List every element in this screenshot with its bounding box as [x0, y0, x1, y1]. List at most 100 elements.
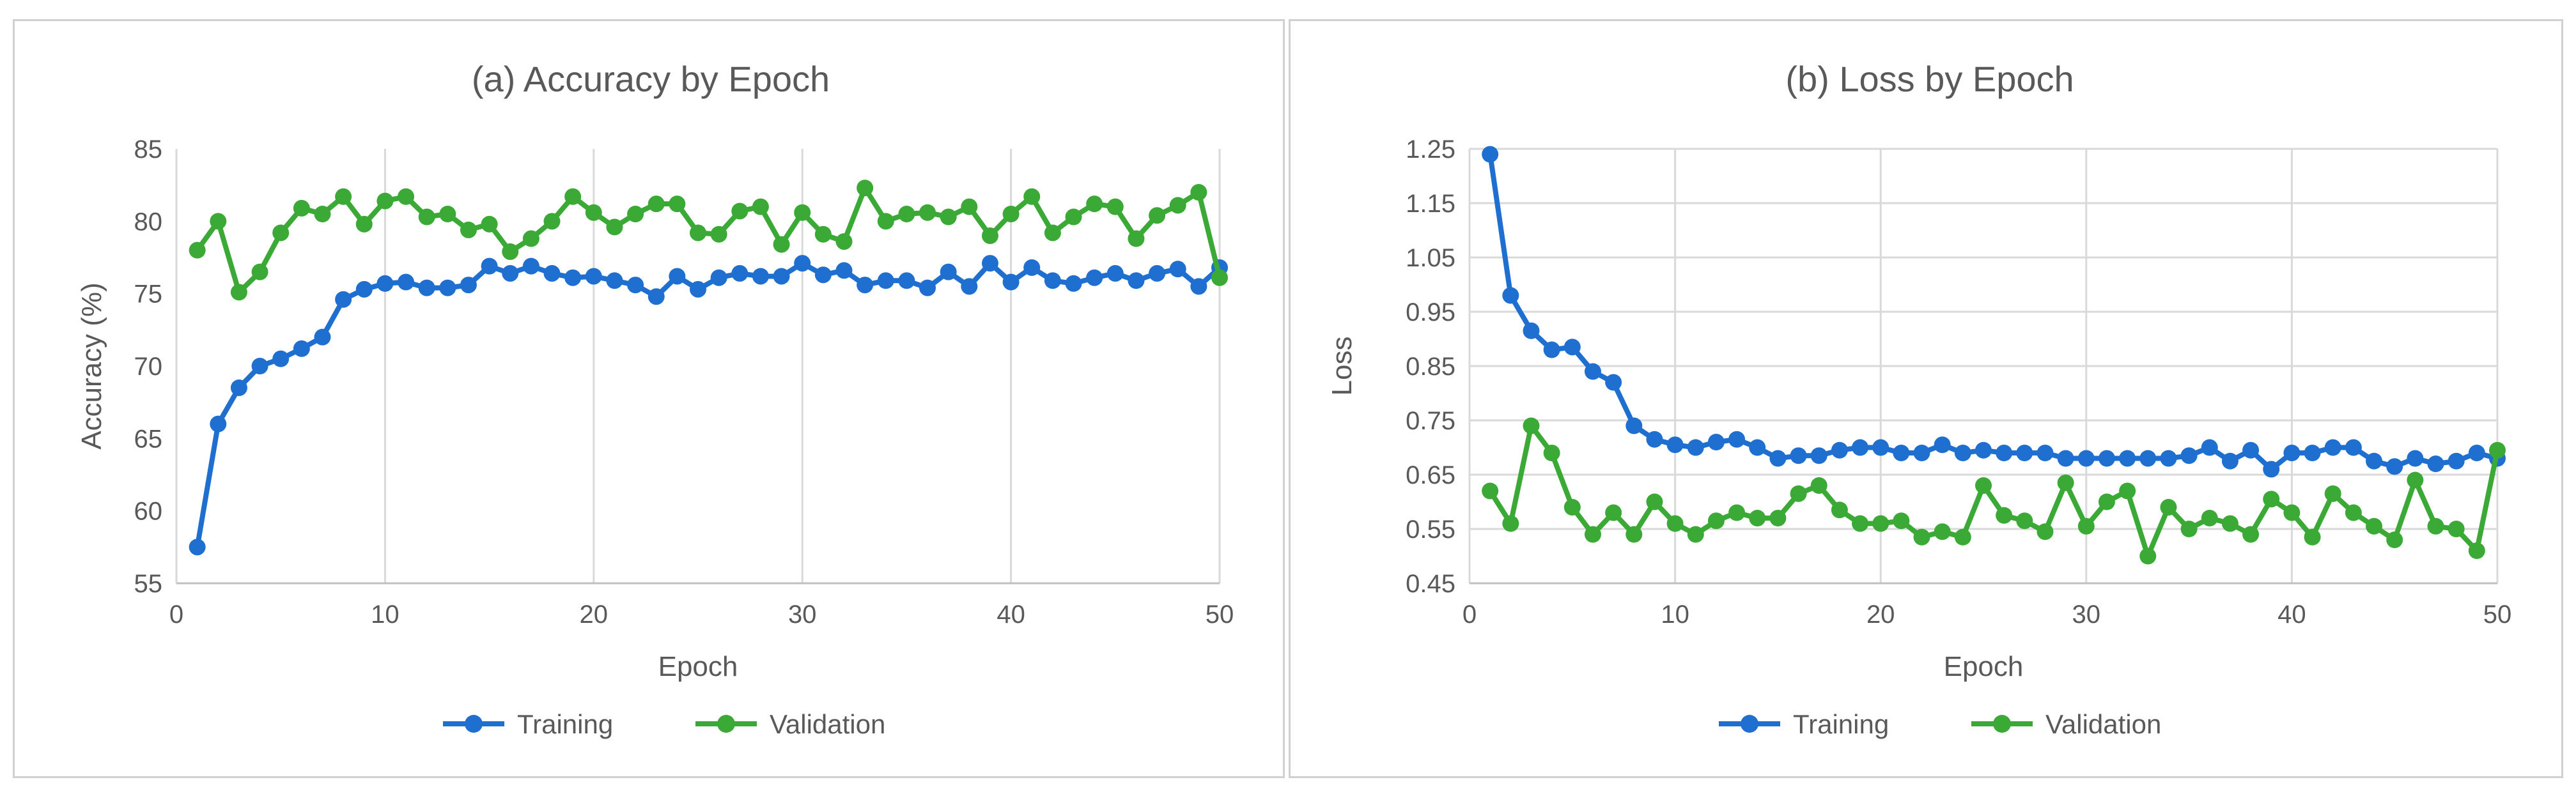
chart-title: (b) Loss by Epoch	[1785, 59, 2074, 99]
data-point-validation	[2489, 441, 2506, 459]
data-point-training	[1831, 441, 1848, 459]
data-point-validation	[1790, 485, 1807, 502]
data-point-training	[230, 379, 247, 396]
data-point-training	[606, 272, 623, 289]
x-tick-label: 10	[1661, 601, 1689, 629]
data-point-training	[690, 280, 706, 298]
data-point-validation	[981, 227, 998, 244]
data-point-validation	[1044, 224, 1061, 241]
data-point-validation	[1563, 499, 1581, 516]
data-point-validation	[857, 180, 874, 197]
data-point-training	[251, 358, 268, 374]
chart-title: (a) Accuracy by Epoch	[472, 59, 830, 99]
data-point-validation	[1934, 523, 1951, 540]
data-point-validation	[1584, 526, 1601, 543]
data-point-validation	[1543, 445, 1560, 461]
y-tick-label: 1.25	[1406, 135, 1455, 164]
data-point-validation	[1728, 504, 1746, 521]
accuracy-chart: (a) Accuracy by Epoch 55 60 65 70 75 80 85 0 10 20…	[76, 59, 1234, 739]
y-tick-label: 0.55	[1406, 516, 1455, 544]
data-point-training	[2221, 452, 2238, 470]
x-tick-label: 30	[2072, 601, 2101, 629]
data-point-training	[1149, 264, 1166, 282]
data-point-validation	[669, 195, 686, 213]
data-point-validation	[2324, 485, 2341, 502]
data-point-training	[398, 273, 415, 291]
data-point-validation	[710, 226, 727, 243]
x-tick-label: 50	[2483, 601, 2512, 629]
data-point-validation	[1149, 207, 1166, 224]
data-point-training	[752, 268, 769, 285]
data-point-validation	[522, 230, 539, 247]
y-axis-title: Loss	[1326, 337, 1358, 396]
data-point-training	[1626, 417, 1643, 434]
x-tick-label: 10	[371, 601, 400, 629]
data-point-training	[898, 272, 915, 289]
data-point-training	[1482, 146, 1499, 163]
data-point-training	[335, 291, 352, 308]
data-point-training	[376, 275, 394, 292]
data-point-validation	[690, 224, 706, 241]
data-point-validation	[814, 226, 832, 243]
data-point-training	[2263, 461, 2280, 478]
data-point-validation	[961, 198, 978, 215]
legend-marker-validation	[717, 715, 735, 733]
data-point-validation	[564, 188, 582, 205]
data-point-validation	[1086, 195, 1103, 213]
data-point-training	[1749, 439, 1766, 456]
y-tick-label: 70	[134, 353, 163, 381]
y-tick-label: 0.45	[1406, 570, 1455, 598]
data-point-training	[1584, 363, 1601, 380]
data-point-training	[1023, 259, 1041, 276]
data-point-validation	[1954, 528, 1971, 546]
data-point-training	[439, 279, 456, 296]
data-point-validation	[794, 204, 811, 221]
data-point-validation	[773, 236, 790, 253]
data-point-validation	[398, 188, 415, 205]
data-point-training	[2242, 441, 2260, 459]
data-point-training	[2345, 439, 2362, 456]
data-point-training	[2037, 445, 2054, 461]
data-point-training	[1646, 431, 1663, 448]
x-tick-label: 50	[1206, 601, 1234, 629]
data-point-training	[2119, 450, 2136, 467]
y-tick-label: 80	[134, 208, 163, 236]
legend-marker-validation	[1993, 715, 2011, 733]
data-point-training	[1852, 439, 1869, 456]
data-point-validation	[2427, 517, 2444, 535]
accuracy-chart-panel: (a) Accuracy by Epoch 55 60 65 70 75 80 85 0 10 20…	[13, 19, 1285, 778]
data-point-training	[2468, 445, 2485, 461]
data-point-validation	[835, 233, 853, 250]
series-line-validation	[195, 185, 1222, 295]
data-point-validation	[1893, 512, 1910, 530]
data-point-validation	[1502, 515, 1519, 532]
data-point-training	[1086, 269, 1103, 286]
data-point-validation	[1211, 269, 1228, 286]
data-point-training	[1106, 264, 1124, 282]
data-point-training	[1707, 434, 1725, 450]
data-point-training	[2304, 445, 2321, 461]
data-point-validation	[2386, 532, 2403, 548]
data-point-validation	[439, 206, 456, 222]
data-point-validation	[919, 204, 936, 221]
data-point-training	[2283, 445, 2301, 461]
data-point-validation	[189, 241, 206, 259]
data-point-training	[522, 257, 539, 275]
data-point-training	[2057, 450, 2074, 467]
x-axis-title: Epoch	[1944, 651, 2024, 682]
data-point-validation	[940, 208, 957, 226]
data-point-validation	[2037, 523, 2054, 540]
x-tick-label: 0	[169, 601, 183, 629]
y-tick-label: 75	[134, 280, 163, 309]
data-point-training	[210, 415, 227, 432]
data-point-training	[2139, 450, 2157, 467]
data-point-validation	[1666, 515, 1684, 532]
data-point-validation	[1687, 526, 1704, 543]
data-point-training	[2427, 455, 2444, 472]
data-point-validation	[543, 213, 561, 230]
data-point-training	[1065, 275, 1082, 292]
data-point-validation	[1065, 208, 1082, 226]
data-point-training	[814, 266, 832, 284]
data-point-training	[2386, 458, 2403, 475]
data-point-training	[460, 277, 477, 294]
